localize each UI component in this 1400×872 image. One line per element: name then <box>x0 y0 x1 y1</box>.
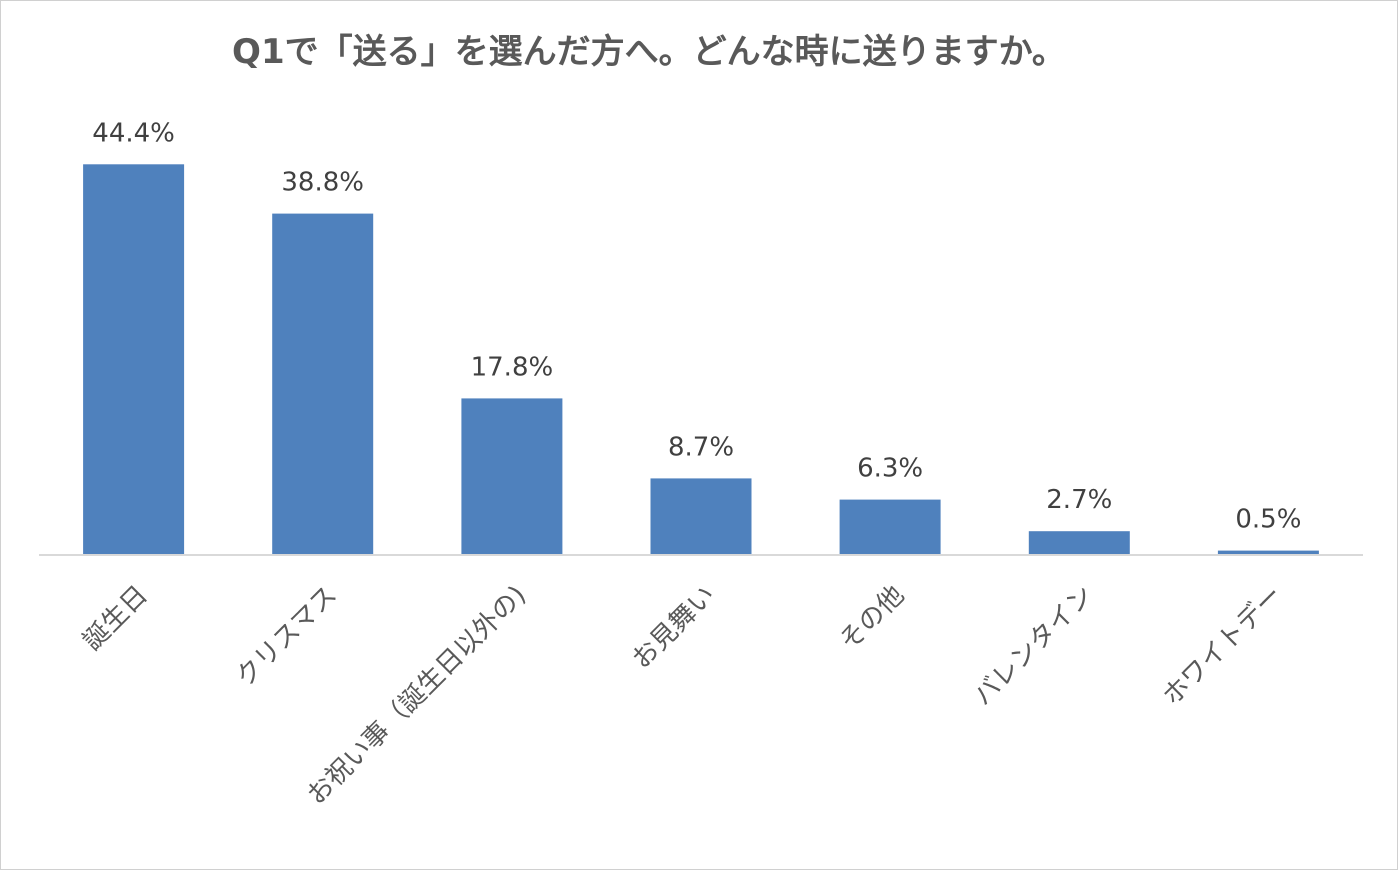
category-label-1: 誕生日 <box>77 580 153 656</box>
bar-3 <box>461 398 563 555</box>
data-label-7: 0.5% <box>1235 505 1301 535</box>
bar-4 <box>650 478 752 555</box>
data-labels-layer: 44.4% 38.8% 17.8% 8.7% 6.3% 2.7% 0.5% <box>92 118 1301 534</box>
data-label-6: 2.7% <box>1046 485 1112 515</box>
bar-6 <box>1028 531 1130 555</box>
bars-layer <box>83 164 1319 556</box>
bar-5 <box>839 499 941 555</box>
bar-2 <box>272 213 374 555</box>
chart-title: Q1で「送る」を選んだ方へ。どんな時に送りますか。 <box>232 32 1066 72</box>
data-label-1: 44.4% <box>92 118 175 148</box>
data-label-2: 38.8% <box>281 168 364 198</box>
category-label-3: お祝い事（誕生日以外の) <box>302 580 533 811</box>
category-label-6: バレンタイン <box>968 580 1100 712</box>
data-label-3: 17.8% <box>471 352 554 382</box>
bar-1 <box>83 164 185 556</box>
data-label-5: 6.3% <box>857 454 923 484</box>
category-label-7: ホワイトデー <box>1157 580 1289 712</box>
category-label-2: クリスマス <box>230 580 343 693</box>
category-label-5: その他 <box>834 580 910 656</box>
bar-7 <box>1217 550 1319 555</box>
data-label-4: 8.7% <box>668 432 734 462</box>
category-label-4: お見舞い <box>626 580 721 675</box>
